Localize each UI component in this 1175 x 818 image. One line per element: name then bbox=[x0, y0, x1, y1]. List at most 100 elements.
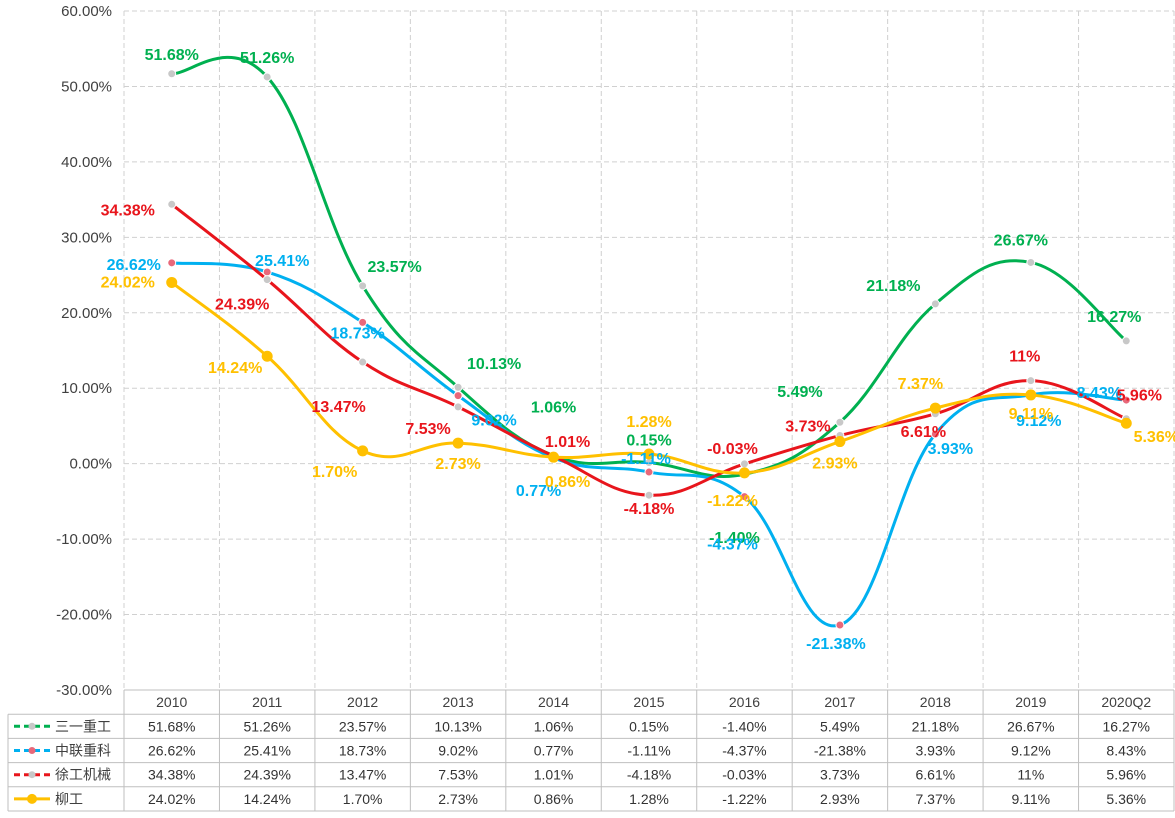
table-cell: 25.41% bbox=[243, 743, 290, 759]
y-tick-label: -30.00% bbox=[56, 682, 112, 699]
x-tick-label: 2017 bbox=[824, 694, 855, 710]
data-point bbox=[644, 467, 654, 477]
table-cell: 2.93% bbox=[820, 791, 860, 807]
data-point bbox=[167, 69, 177, 79]
table-cell: 2.73% bbox=[438, 791, 478, 807]
data-label: -4.18% bbox=[624, 501, 675, 518]
data-label: 10.13% bbox=[467, 356, 521, 373]
data-label: 21.18% bbox=[866, 278, 920, 295]
table-cell: 9.02% bbox=[438, 743, 478, 759]
table-cell: -1.11% bbox=[627, 743, 670, 759]
data-label: 9.12% bbox=[1016, 413, 1061, 430]
data-point bbox=[1121, 336, 1131, 346]
legend-key-marker bbox=[28, 722, 36, 730]
data-point bbox=[929, 402, 941, 414]
data-label: 3.73% bbox=[785, 419, 830, 436]
data-label: 18.73% bbox=[331, 325, 385, 342]
data-label: -1.40% bbox=[709, 530, 760, 547]
x-tick-label: 2018 bbox=[920, 694, 951, 710]
data-label: 1.70% bbox=[312, 464, 357, 481]
table-cell: 0.86% bbox=[534, 791, 574, 807]
data-point bbox=[1026, 376, 1036, 386]
legend-label: 三一重工 bbox=[55, 719, 111, 735]
data-point bbox=[262, 275, 272, 285]
table-cell: 5.49% bbox=[820, 718, 860, 734]
table-cell: 1.28% bbox=[629, 791, 669, 807]
table-cell: -1.40% bbox=[722, 718, 766, 734]
data-label: 1.06% bbox=[531, 400, 576, 417]
data-label: 7.37% bbox=[898, 376, 943, 393]
y-tick-label: 40.00% bbox=[61, 154, 112, 171]
table-cell: 18.73% bbox=[339, 743, 386, 759]
data-point bbox=[358, 357, 368, 367]
data-label: 3.93% bbox=[928, 441, 973, 458]
table-cell: 14.24% bbox=[243, 791, 290, 807]
y-tick-label: -20.00% bbox=[56, 607, 112, 624]
table-cell: 7.37% bbox=[916, 791, 956, 807]
table-cell: 1.01% bbox=[534, 767, 574, 783]
data-label: 6.61% bbox=[901, 424, 946, 441]
table-cell: 7.53% bbox=[438, 767, 478, 783]
table-cell: 16.27% bbox=[1103, 718, 1150, 734]
data-label: 51.26% bbox=[240, 50, 294, 67]
data-point bbox=[261, 350, 273, 362]
data-label: 1.28% bbox=[626, 414, 671, 431]
data-label: -0.03% bbox=[707, 441, 758, 458]
table-cell: -1.22% bbox=[722, 791, 766, 807]
table-cell: 10.13% bbox=[434, 718, 481, 734]
table-cell: 0.77% bbox=[534, 743, 574, 759]
data-label: 26.67% bbox=[994, 232, 1048, 249]
x-tick-label: 2010 bbox=[156, 694, 187, 710]
table-cell: 13.47% bbox=[339, 767, 386, 783]
data-label: 0.15% bbox=[626, 433, 671, 450]
data-point bbox=[167, 199, 177, 209]
data-label: 11% bbox=[1009, 349, 1040, 366]
data-point bbox=[1120, 417, 1132, 429]
series-line bbox=[170, 55, 1128, 478]
data-label: 26.62% bbox=[107, 257, 161, 274]
data-label: 25.41% bbox=[255, 253, 309, 270]
table-cell: -4.37% bbox=[722, 743, 766, 759]
x-tick-label: 2020Q2 bbox=[1101, 694, 1151, 710]
data-label: 9.02% bbox=[471, 413, 516, 430]
data-point bbox=[166, 276, 178, 288]
data-label: 34.38% bbox=[101, 202, 155, 219]
data-labels: 51.68% 51.26% 23.57% 10.13% 1.06% 0.15% -1.40%… bbox=[101, 47, 1175, 653]
data-label: 2.73% bbox=[435, 456, 480, 473]
data-label: -4.37% bbox=[707, 537, 758, 554]
data-label: 51.68% bbox=[145, 47, 199, 64]
data-point bbox=[643, 448, 655, 460]
gridlines bbox=[123, 10, 1175, 690]
data-label: 1.01% bbox=[545, 434, 590, 451]
data-point bbox=[930, 299, 940, 309]
data-table: 2010 2011 2012 2013 2014 2015 2016 2017 2018 2019… bbox=[7, 689, 1175, 812]
table-cell: -0.03% bbox=[722, 767, 766, 783]
table-cell: 34.38% bbox=[148, 767, 195, 783]
table-cell: 51.68% bbox=[148, 718, 195, 734]
y-tick-label: 60.00% bbox=[61, 3, 112, 20]
data-point bbox=[835, 620, 845, 630]
table-cell: 26.67% bbox=[1007, 718, 1054, 734]
y-tick-label: 0.00% bbox=[69, 456, 112, 473]
legend-key-marker bbox=[28, 747, 36, 754]
table-cell: 11% bbox=[1017, 767, 1044, 783]
table-cell: 0.15% bbox=[629, 718, 669, 734]
data-label: 13.47% bbox=[312, 399, 366, 416]
data-point bbox=[739, 459, 749, 469]
table-cell: 5.36% bbox=[1106, 791, 1146, 807]
x-tick-label: 2016 bbox=[729, 694, 760, 710]
x-tick-label: 2013 bbox=[443, 694, 474, 710]
data-label: 0.77% bbox=[516, 483, 561, 500]
data-point bbox=[930, 429, 940, 439]
table-cell: 1.06% bbox=[534, 718, 574, 734]
data-label: 9.11% bbox=[1009, 406, 1053, 423]
x-tick-label: 2012 bbox=[347, 694, 378, 710]
series-markers bbox=[166, 69, 1132, 630]
table-cell: 51.26% bbox=[243, 718, 290, 734]
legend-label: 柳工 bbox=[55, 791, 83, 808]
data-label: 2.93% bbox=[812, 456, 857, 473]
table-cell: 23.57% bbox=[339, 718, 386, 734]
data-point bbox=[167, 258, 177, 268]
data-label: 5.49% bbox=[777, 384, 822, 401]
table-cell: 9.12% bbox=[1011, 743, 1051, 759]
